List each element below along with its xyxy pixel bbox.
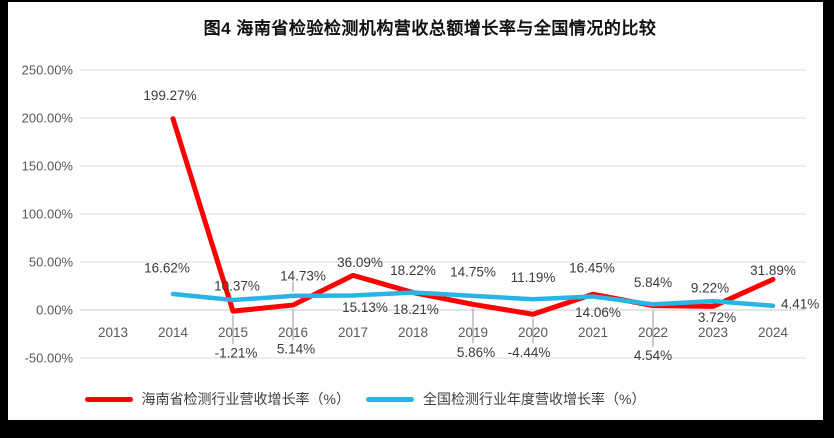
data-label: 5.86% (457, 345, 495, 360)
chart-canvas (8, 2, 823, 420)
legend-item-hainan: 海南省检测行业营收增长率（%） (84, 389, 350, 409)
x-axis-label: 2024 (758, 325, 789, 340)
y-axis-tick-label: 50.00% (29, 255, 74, 270)
data-label: 18.22% (390, 263, 436, 278)
x-axis-label: 2014 (158, 325, 189, 340)
legend-item-national: 全国检测行业年度营收增长率（%） (366, 389, 645, 409)
data-label: 14.75% (450, 264, 496, 279)
x-axis-label: 2023 (698, 325, 728, 340)
data-label: 10.37% (214, 279, 260, 294)
data-label: 11.19% (511, 270, 556, 285)
y-axis-tick-label: 100.00% (22, 207, 74, 222)
data-label: 4.41% (781, 296, 819, 311)
y-axis-tick-label: 150.00% (22, 159, 74, 174)
y-axis-tick-label: -50.00% (25, 351, 74, 366)
data-label: 199.27% (143, 88, 196, 103)
series-line-national (170, 290, 776, 309)
x-axis-label: 2013 (98, 325, 128, 340)
data-label: 16.45% (569, 261, 615, 276)
y-axis-tick-label: 250.00% (22, 63, 74, 78)
data-label: 9.22% (691, 281, 729, 296)
data-label: 18.21% (393, 302, 439, 317)
x-axis-label: 2017 (338, 325, 368, 340)
chart-title: 图4 海南省检验检测机构营收总额增长率与全国情况的比较 (203, 19, 657, 38)
y-axis-tick-label: 0.00% (36, 303, 73, 318)
data-label: -1.21% (215, 346, 258, 361)
data-label: 16.62% (144, 261, 190, 276)
data-label: -4.44% (508, 345, 551, 360)
y-axis-tick-label: 200.00% (22, 111, 74, 126)
x-axis-label: 2018 (398, 325, 428, 340)
data-label: 5.84% (634, 275, 672, 290)
x-axis-label: 2021 (578, 325, 608, 340)
hainan-series-label: 海南省检测行业营收增长率（%） (141, 391, 350, 407)
data-label: 36.09% (337, 255, 383, 270)
hainan-series-swatch (84, 396, 133, 402)
data-label: 5.14% (277, 342, 315, 357)
data-label: 14.06% (575, 305, 621, 320)
data-label: 4.54% (634, 348, 672, 363)
national-series-swatch (366, 396, 414, 402)
national-series-label: 全国检测行业年度营收增长率（%） (423, 391, 646, 407)
data-label: 3.72% (698, 310, 736, 325)
legend: 海南省检测行业营收增长率（%） 全国检测行业年度营收增长率（%） (0, 389, 782, 409)
series-line-hainan (170, 116, 776, 317)
data-label: 31.89% (750, 263, 796, 278)
data-label: 14.73% (280, 268, 326, 283)
data-label: 15.13% (342, 300, 388, 315)
